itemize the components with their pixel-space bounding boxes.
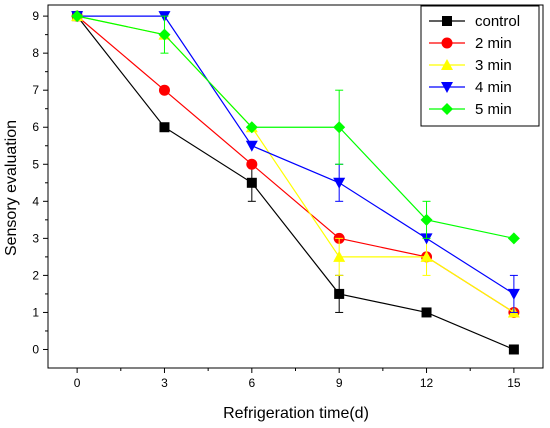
legend-marker bbox=[441, 37, 453, 49]
legend-item: 2 min bbox=[429, 35, 512, 52]
legend-item: control bbox=[429, 13, 520, 30]
data-point bbox=[246, 177, 257, 188]
data-point bbox=[420, 213, 433, 226]
legend-marker bbox=[441, 82, 453, 93]
y-tick-label: 3 bbox=[32, 231, 39, 245]
y-tick-label: 5 bbox=[32, 157, 39, 171]
legend-marker bbox=[441, 103, 453, 115]
y-axis: 0 1 2 3 4 5 6 7 8 9 bbox=[32, 9, 48, 356]
data-point bbox=[159, 122, 170, 133]
data-point bbox=[508, 344, 519, 355]
legend-marker bbox=[442, 16, 452, 26]
y-tick-label: 9 bbox=[32, 9, 39, 23]
legend-marker bbox=[441, 59, 453, 70]
data-point bbox=[245, 140, 258, 152]
series-line bbox=[76, 15, 515, 239]
y-tick-label: 8 bbox=[32, 46, 39, 60]
legend: control 2 min 3 min 4 min 5 min bbox=[420, 5, 540, 127]
series-4 bbox=[71, 10, 520, 245]
legend-label: 2 min bbox=[475, 35, 512, 52]
data-point bbox=[158, 28, 171, 41]
x-axis-label: Refrigeration time(d) bbox=[223, 405, 369, 422]
data-point bbox=[158, 84, 170, 96]
data-point bbox=[507, 232, 520, 245]
y-axis-label: Sensory evaluation bbox=[3, 120, 20, 256]
x-tick-label: 9 bbox=[336, 376, 343, 390]
legend-label: 5 min bbox=[475, 101, 512, 118]
y-tick-label: 1 bbox=[32, 305, 39, 319]
legend-label: 3 min bbox=[475, 57, 512, 74]
series-line bbox=[77, 15, 515, 295]
x-tick-label: 6 bbox=[248, 376, 255, 390]
data-point bbox=[333, 177, 346, 189]
y-tick-label: 0 bbox=[32, 342, 39, 356]
data-point bbox=[420, 250, 433, 262]
data-point bbox=[245, 121, 258, 134]
data-point bbox=[246, 158, 258, 170]
legend-item: 5 min bbox=[429, 101, 512, 118]
data-point bbox=[71, 10, 84, 23]
legend-box bbox=[420, 5, 540, 127]
series-line bbox=[76, 15, 515, 351]
x-axis: 0 3 6 9 12 15 bbox=[74, 368, 521, 390]
data-point bbox=[421, 307, 432, 318]
x-tick-label: 3 bbox=[161, 376, 168, 390]
x-tick-label: 12 bbox=[420, 376, 434, 390]
y-tick-label: 2 bbox=[32, 268, 39, 282]
y-tick-label: 4 bbox=[32, 194, 39, 208]
legend-item: 4 min bbox=[429, 79, 512, 96]
data-point bbox=[334, 288, 345, 299]
y-tick-label: 6 bbox=[32, 120, 39, 134]
x-tick-label: 15 bbox=[507, 376, 521, 390]
data-point bbox=[333, 121, 346, 134]
y-tick-label: 7 bbox=[32, 83, 39, 97]
x-tick-label: 0 bbox=[74, 376, 81, 390]
data-point bbox=[507, 288, 520, 300]
legend-item: 3 min bbox=[429, 57, 512, 74]
legend-label: control bbox=[475, 13, 520, 30]
data-point bbox=[333, 250, 346, 262]
legend-label: 4 min bbox=[475, 79, 512, 96]
series-layer bbox=[71, 10, 520, 355]
